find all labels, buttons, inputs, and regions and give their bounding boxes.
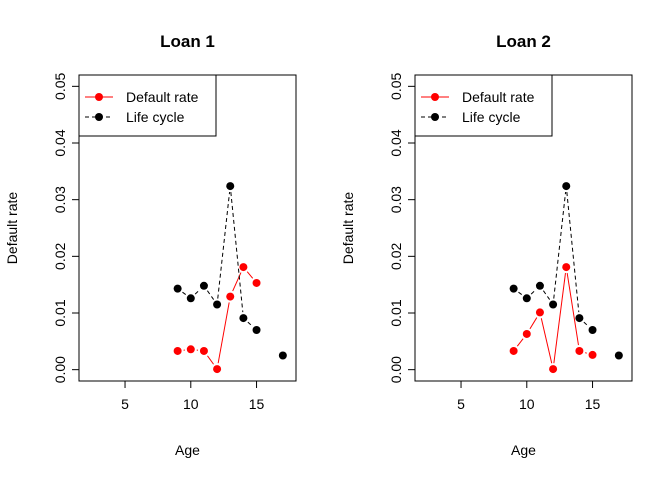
legend-label: Life cycle bbox=[462, 109, 521, 125]
y-axis: 0.00 0.01 0.02 0.03 0.04 0.05 bbox=[52, 72, 79, 383]
series-line-segment bbox=[584, 322, 588, 326]
legend-marker bbox=[431, 93, 439, 101]
data-point bbox=[239, 314, 247, 322]
legend-label: Default rate bbox=[126, 89, 199, 105]
data-point bbox=[575, 347, 583, 355]
data-point bbox=[253, 279, 261, 287]
series-life-cycle bbox=[174, 182, 287, 359]
data-point bbox=[213, 301, 221, 309]
data-point bbox=[187, 345, 195, 353]
data-point bbox=[510, 285, 518, 293]
x-tick-label: 15 bbox=[585, 396, 601, 412]
data-point bbox=[575, 314, 583, 322]
data-point bbox=[615, 352, 623, 360]
series-line-segment bbox=[207, 291, 213, 300]
series-line-segment bbox=[541, 318, 551, 363]
data-point bbox=[549, 301, 557, 309]
data-point bbox=[174, 285, 182, 293]
y-tick-label: 0.03 bbox=[52, 186, 68, 213]
series-line-segment bbox=[207, 356, 213, 364]
data-point bbox=[200, 282, 208, 290]
data-point bbox=[536, 308, 544, 316]
y-axis-label: Default rate bbox=[4, 192, 20, 265]
x-tick-label: 10 bbox=[183, 396, 199, 412]
data-point bbox=[523, 294, 531, 302]
y-tick-label: 0.03 bbox=[388, 186, 404, 213]
data-point bbox=[253, 326, 261, 334]
data-point bbox=[562, 182, 570, 190]
series-line-segment bbox=[543, 291, 549, 300]
series-line-segment bbox=[531, 290, 535, 294]
data-point bbox=[174, 347, 182, 355]
y-tick-label: 0.01 bbox=[52, 299, 68, 326]
y-tick-label: 0.01 bbox=[388, 299, 404, 326]
series-line-segment bbox=[233, 273, 241, 292]
y-tick-label: 0.04 bbox=[388, 129, 404, 156]
series-line-segment bbox=[585, 353, 587, 354]
x-tick-label: 5 bbox=[457, 396, 465, 412]
x-tick-label: 10 bbox=[519, 396, 535, 412]
y-tick-label: 0.02 bbox=[388, 242, 404, 269]
data-point bbox=[279, 352, 287, 360]
series-line-segment bbox=[530, 318, 537, 329]
legend-label: Life cycle bbox=[126, 109, 185, 125]
chart-title: Loan 2 bbox=[496, 32, 551, 51]
data-point bbox=[536, 282, 544, 290]
data-point bbox=[187, 294, 195, 302]
y-axis: 0.00 0.01 0.02 0.03 0.04 0.05 bbox=[388, 72, 415, 383]
legend: Default rate Life cycle bbox=[79, 75, 216, 136]
chart-title: Loan 1 bbox=[160, 32, 215, 51]
data-point bbox=[523, 330, 531, 338]
data-point bbox=[510, 347, 518, 355]
series-line-segment bbox=[567, 273, 578, 345]
y-tick-label: 0.02 bbox=[52, 242, 68, 269]
series-line-segment bbox=[247, 272, 252, 279]
series-line-segment bbox=[567, 192, 579, 312]
legend: Default rate Life cycle bbox=[415, 75, 552, 136]
y-tick-label: 0.05 bbox=[52, 72, 68, 99]
series-default-rate bbox=[174, 263, 261, 373]
legend-label: Default rate bbox=[462, 89, 535, 105]
x-axis: 5 10 15 bbox=[457, 381, 600, 412]
y-axis-label: Default rate bbox=[340, 192, 356, 265]
series-line-segment bbox=[218, 302, 229, 363]
series-line-segment bbox=[182, 292, 185, 295]
data-point bbox=[589, 326, 597, 334]
data-point bbox=[589, 351, 597, 359]
series-line-segment bbox=[248, 322, 252, 326]
y-tick-label: 0.05 bbox=[388, 72, 404, 99]
legend-box bbox=[415, 75, 552, 136]
y-tick-label: 0.00 bbox=[52, 356, 68, 383]
series-default-rate bbox=[510, 263, 597, 373]
legend-marker bbox=[95, 113, 103, 121]
legend-marker bbox=[95, 93, 103, 101]
x-axis-label: Age bbox=[511, 442, 536, 458]
data-point bbox=[226, 182, 234, 190]
y-tick-label: 0.00 bbox=[388, 356, 404, 383]
series-line-segment bbox=[195, 290, 199, 294]
series-line-segment bbox=[518, 292, 521, 295]
y-tick-label: 0.04 bbox=[52, 129, 68, 156]
x-tick-label: 15 bbox=[249, 396, 265, 412]
series-line-segment bbox=[517, 339, 523, 347]
data-point bbox=[239, 263, 247, 271]
series-line-segment bbox=[554, 273, 566, 363]
data-point bbox=[226, 293, 234, 301]
data-point bbox=[200, 347, 208, 355]
x-axis: 5 10 15 bbox=[121, 381, 264, 412]
data-point bbox=[549, 365, 557, 373]
legend-box bbox=[79, 75, 216, 136]
x-tick-label: 5 bbox=[121, 396, 129, 412]
legend-marker bbox=[431, 113, 439, 121]
data-point bbox=[213, 365, 221, 373]
data-point bbox=[562, 263, 570, 271]
x-axis-label: Age bbox=[175, 442, 200, 458]
series-line-segment bbox=[218, 192, 230, 299]
